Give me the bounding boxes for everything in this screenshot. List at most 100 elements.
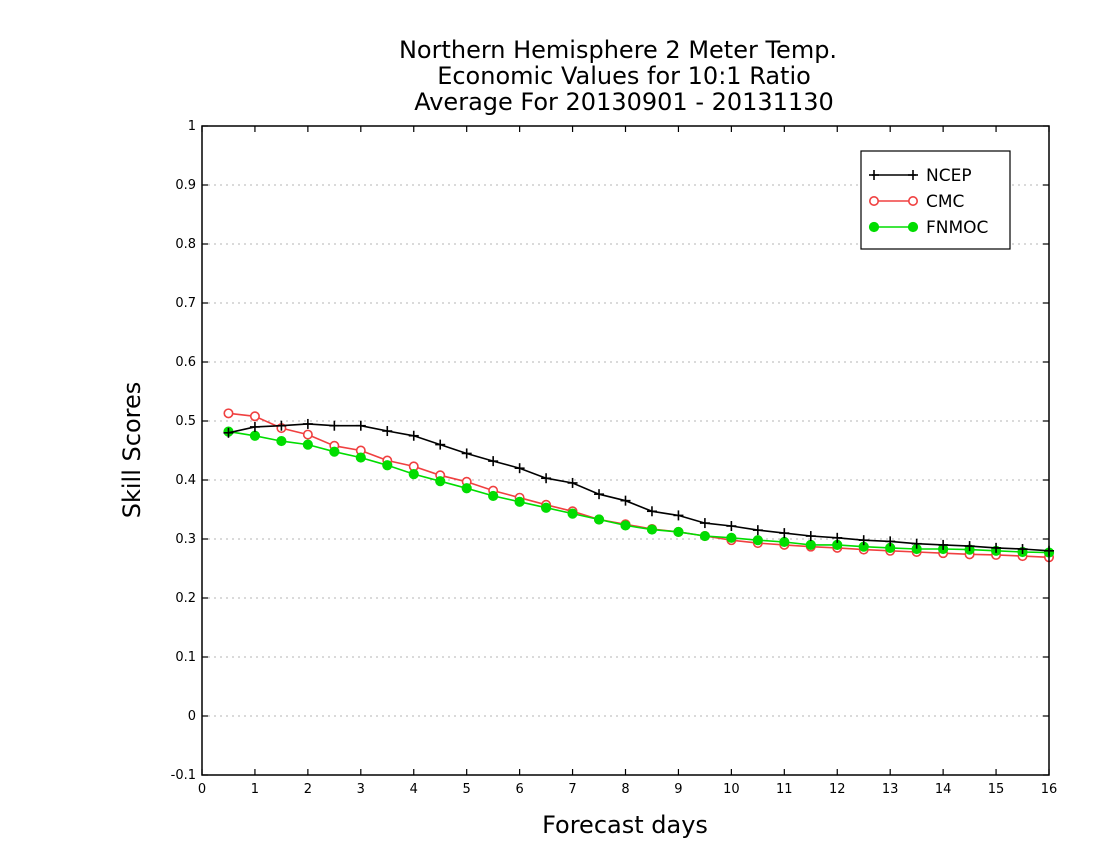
y-tick-label: 0.9 <box>175 178 196 193</box>
y-tick-label: 0.6 <box>175 355 196 370</box>
x-tick-label: 0 <box>198 782 206 797</box>
legend-marker-fnmoc <box>868 221 880 233</box>
data-point-fnmoc <box>593 514 605 525</box>
series-line-fnmoc <box>228 430 1050 554</box>
data-point-fnmoc <box>276 435 287 447</box>
data-point-fnmoc <box>673 526 684 538</box>
data-point-ncep <box>249 421 260 432</box>
series-fnmoc <box>223 426 1055 558</box>
data-point-ncep <box>752 525 763 536</box>
data-point-ncep <box>673 510 684 521</box>
data-point-fnmoc <box>752 535 763 546</box>
x-tick-label: 16 <box>1041 782 1058 797</box>
data-point-fnmoc <box>646 524 658 535</box>
legend-label-ncep: NCEP <box>926 166 972 186</box>
legend-marker-ncep <box>869 170 879 180</box>
legend-item-cmc: CMC <box>868 192 964 212</box>
data-point-fnmoc <box>779 536 790 548</box>
data-point-fnmoc <box>461 483 472 494</box>
legend: NCEP CMC FNMOC <box>860 150 1011 250</box>
chart-title: Northern Hemisphere 2 Meter Temp. <box>399 36 837 64</box>
x-tick-label: 4 <box>410 782 418 797</box>
legend-marker-ncep <box>908 170 918 180</box>
x-axis-ticks: 0 1 2 3 4 5 6 7 8 9 10 11 12 13 14 15 16 <box>198 126 1057 797</box>
x-tick-label: 6 <box>515 782 523 797</box>
data-point-fnmoc <box>249 430 261 441</box>
y-tick-label: 1 <box>188 119 196 134</box>
data-point-fnmoc <box>488 490 499 502</box>
data-point-fnmoc <box>329 446 340 457</box>
data-point-ncep <box>488 456 499 467</box>
data-point-ncep <box>885 536 896 547</box>
series-ncep <box>223 418 1054 556</box>
data-point-ncep <box>1017 544 1028 555</box>
data-point-ncep <box>594 489 605 500</box>
legend-marker-cmc <box>868 196 879 207</box>
data-point-ncep <box>779 528 790 539</box>
data-point-cmc <box>223 408 234 419</box>
data-point-fnmoc <box>540 502 552 513</box>
legend-box <box>860 150 1011 250</box>
data-point-fnmoc <box>620 520 631 531</box>
x-tick-label: 13 <box>882 782 899 797</box>
data-point-fnmoc <box>355 452 366 463</box>
x-tick-label: 15 <box>988 782 1005 797</box>
data-point-ncep <box>858 535 869 546</box>
x-tick-label: 7 <box>568 782 576 797</box>
y-tick-label: 0.8 <box>175 237 196 252</box>
y-tick-label: 0.4 <box>175 473 196 488</box>
data-point-ncep <box>911 538 922 549</box>
data-point-fnmoc <box>805 539 816 551</box>
data-point-ncep <box>329 420 340 431</box>
x-tick-label: 10 <box>723 782 740 797</box>
series-line-ncep <box>228 423 1050 552</box>
data-point-ncep <box>832 532 843 543</box>
y-tick-label: 0.7 <box>175 296 196 311</box>
plot-frame <box>201 125 1050 776</box>
data-point-ncep <box>805 531 816 542</box>
data-point-ncep <box>514 463 525 474</box>
data-point-ncep <box>355 420 366 431</box>
x-tick-label: 12 <box>829 782 846 797</box>
y-tick-label: 0.2 <box>175 591 196 606</box>
y-tick-label: 0 <box>188 709 196 724</box>
x-tick-label: 5 <box>463 782 471 797</box>
series-group <box>223 408 1055 563</box>
data-point-fnmoc <box>408 469 419 480</box>
x-tick-label: 8 <box>621 782 629 797</box>
chart-subtitle-2: Average For 20130901 - 20131130 <box>414 88 834 116</box>
x-tick-label: 11 <box>776 782 793 797</box>
legend-marker-fnmoc <box>907 221 919 233</box>
data-point-fnmoc <box>514 496 525 507</box>
x-tick-label: 9 <box>674 782 682 797</box>
y-tick-label: 0.5 <box>175 414 196 429</box>
data-point-ncep <box>726 521 737 532</box>
data-point-ncep <box>541 473 552 484</box>
legend-item-fnmoc: FNMOC <box>868 218 988 238</box>
x-tick-label: 2 <box>304 782 312 797</box>
series-line-cmc <box>228 412 1050 559</box>
data-point-ncep <box>435 439 446 450</box>
data-point-fnmoc <box>302 439 313 450</box>
data-point-ncep <box>620 495 631 506</box>
legend-label-cmc: CMC <box>926 192 964 212</box>
y-axis-ticks: -0.1 0 0.1 0.2 0.3 0.4 0.5 0.6 0.7 0.8 0.9 1 <box>171 119 1049 783</box>
x-tick-label: 1 <box>251 782 259 797</box>
data-point-fnmoc <box>726 532 737 543</box>
data-point-ncep <box>223 427 234 438</box>
legend-label-fnmoc: FNMOC <box>926 218 988 238</box>
data-point-ncep <box>699 518 710 529</box>
data-point-fnmoc <box>567 508 578 519</box>
y-tick-label: 0.3 <box>175 532 196 547</box>
data-point-ncep <box>646 506 657 517</box>
chart-subtitle-1: Economic Values for 10:1 Ratio <box>437 62 811 90</box>
data-point-fnmoc <box>435 476 446 487</box>
data-point-cmc <box>302 429 313 440</box>
data-point-fnmoc <box>699 530 711 542</box>
data-point-ncep <box>302 418 313 429</box>
data-point-ncep <box>567 477 578 488</box>
y-tick-label: 0.1 <box>175 650 196 665</box>
y-axis-label: Skill Scores <box>118 382 146 519</box>
x-tick-label: 14 <box>935 782 952 797</box>
